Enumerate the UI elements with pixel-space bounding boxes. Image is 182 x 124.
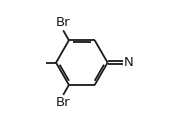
Text: Br: Br [55, 96, 70, 109]
Text: N: N [124, 56, 134, 69]
Text: Br: Br [55, 16, 70, 29]
